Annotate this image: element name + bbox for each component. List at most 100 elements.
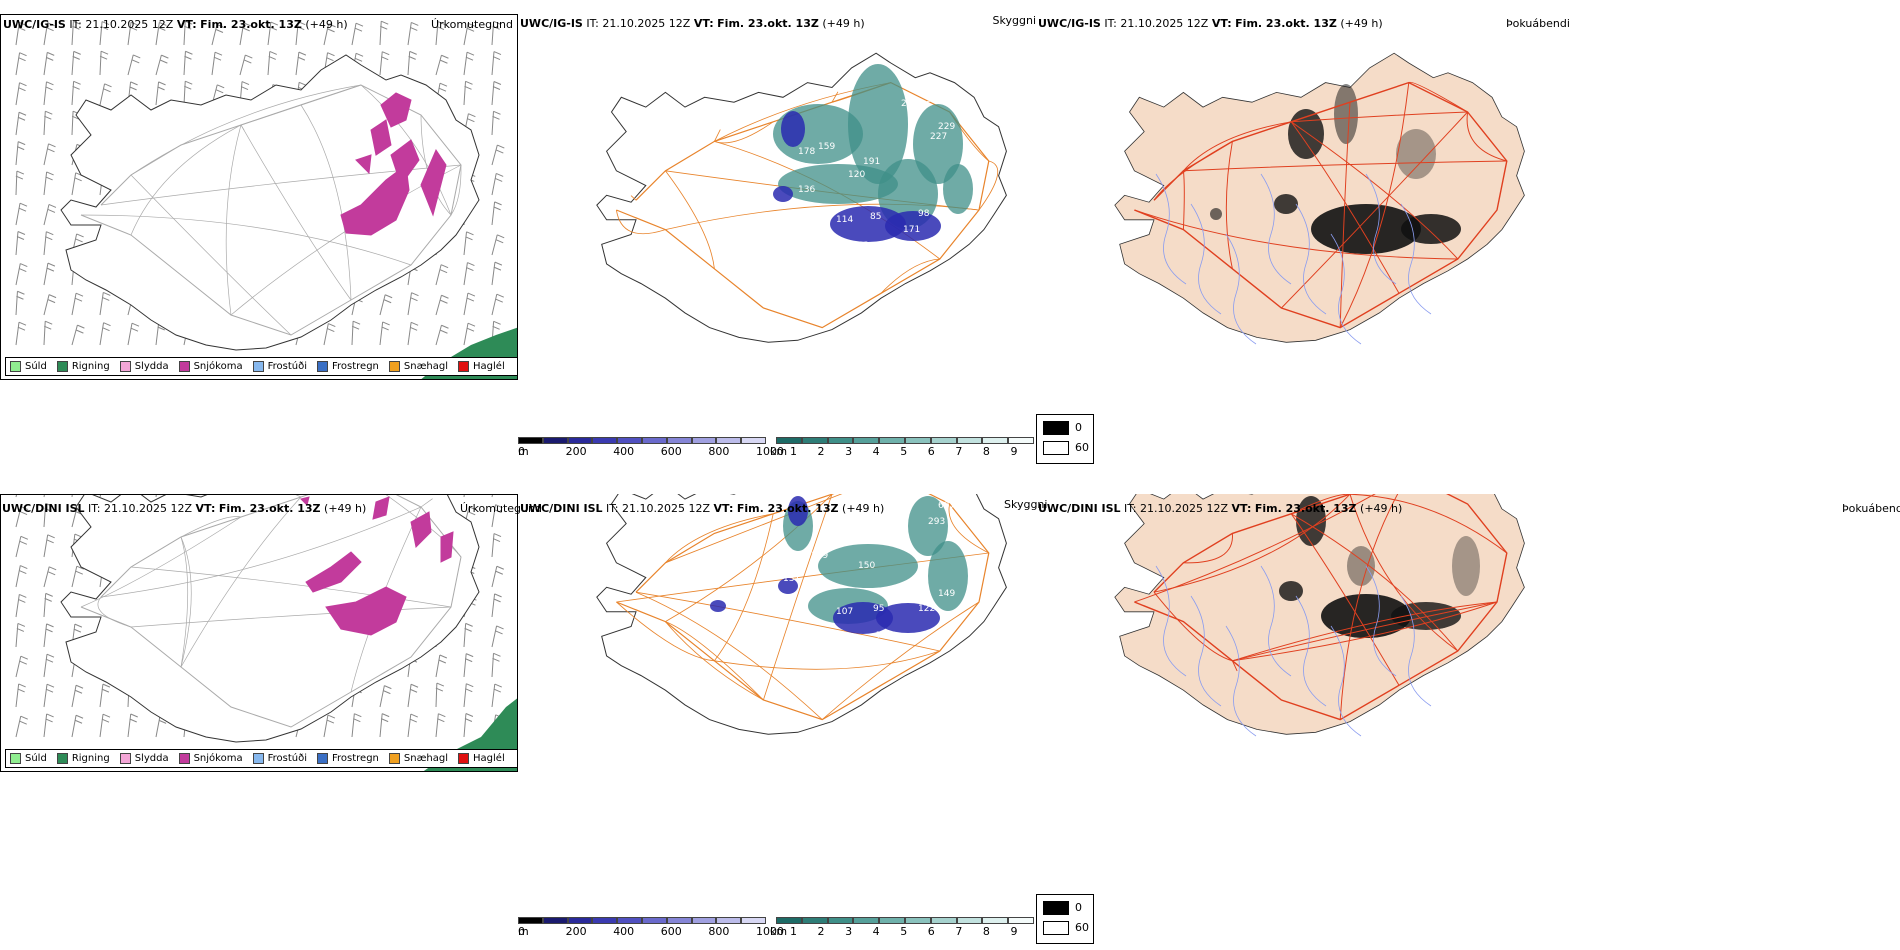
wind-barb	[239, 22, 251, 46]
snow-cell	[380, 92, 412, 128]
wind-barb	[155, 22, 167, 46]
panel-title: UWC/DINI ISL IT: 21.10.2025 12Z VT: Fim.…	[1038, 502, 1403, 515]
ring-road	[1134, 81, 1508, 329]
panel-title: UWC/IG-IS IT: 21.10.2025 12Z VT: Fim. 23…	[3, 18, 348, 31]
colorbar-tick-label: 0	[518, 925, 525, 938]
ceiling-value-label: 150	[858, 561, 875, 571]
colorbar-tick-label: 2	[817, 925, 825, 938]
ceiling-blob	[781, 111, 805, 147]
colorbar-segment	[879, 917, 905, 924]
precip-map-row0	[15, 20, 517, 379]
precip-panel-row1: Súld Rigning Slydda Snjókoma Frostúði Frostre…	[0, 494, 518, 772]
colorbar-segment	[905, 917, 931, 924]
legend-swatch	[317, 753, 328, 764]
wind-barb	[435, 682, 445, 708]
legend-label: Haglél	[473, 753, 505, 764]
road	[1349, 494, 1508, 554]
colorbar-segment	[776, 917, 802, 924]
wind-barb	[127, 713, 138, 738]
legend-swatch	[178, 753, 190, 764]
snow-cell	[305, 551, 362, 593]
wind-barb	[43, 203, 57, 226]
wind-barb	[15, 141, 26, 166]
colorbar-tick-label: 6	[927, 925, 935, 938]
wind-barb	[127, 21, 139, 46]
snow-cell	[420, 148, 447, 217]
fog-map-row0	[1114, 52, 1525, 345]
legend-item: Frostúði	[252, 753, 307, 764]
ceiling-value-label: 171	[903, 225, 920, 235]
visibility-colorbar-row1: km12345678910	[770, 917, 1052, 939]
colorbar-segment	[617, 437, 642, 444]
legend-item: Slydda	[119, 753, 169, 764]
precip-variable-title: Úrkomutegund	[431, 18, 513, 31]
wind-barb	[99, 21, 110, 46]
wind-barb	[491, 172, 504, 196]
road	[130, 84, 362, 176]
ring-road	[616, 494, 990, 721]
wind-barb	[463, 22, 476, 46]
wind-barb	[379, 685, 392, 708]
wind-barb	[295, 51, 307, 76]
wind-barb	[491, 81, 502, 106]
road	[1183, 160, 1507, 172]
colorbar-tick-label: 800	[708, 925, 730, 938]
ceiling-value-label: 293	[928, 517, 945, 527]
wind-barb	[43, 653, 55, 678]
snow-cell	[340, 164, 410, 236]
wind-barb	[183, 50, 193, 76]
colorbar-tick-label: 8	[982, 925, 990, 938]
wind-barb	[71, 324, 85, 346]
wind-barb	[491, 20, 501, 46]
wind-barb	[15, 111, 27, 136]
legend-label: Frostregn	[332, 361, 379, 372]
wind-barb	[15, 263, 28, 286]
road	[1153, 591, 1233, 662]
wind-barb	[379, 294, 393, 316]
colorbar-tick-label: 4	[872, 925, 880, 938]
visibility-blob	[908, 496, 948, 556]
legend-item: Haglél	[458, 753, 505, 764]
wind-barb	[211, 24, 225, 46]
wind-barb	[71, 495, 73, 498]
legend-item: Rigning	[56, 753, 110, 764]
colorbar-segment	[716, 437, 742, 444]
ceiling-blob	[833, 602, 893, 634]
legend-item: Frostregn	[317, 361, 379, 372]
wind-barb	[183, 80, 193, 106]
colorbar-tick-label: 9	[1010, 445, 1018, 458]
wind-barb	[43, 683, 55, 708]
colorbar-segment	[617, 917, 642, 924]
wind-barb	[15, 21, 27, 46]
river	[1190, 595, 1222, 707]
wind-barb	[379, 20, 389, 46]
colorbar-segment	[801, 917, 828, 924]
road	[1408, 81, 1468, 113]
fog-blob	[1311, 204, 1421, 254]
wind-barb	[99, 50, 109, 76]
road	[665, 494, 833, 622]
colorbar-segment	[642, 437, 667, 444]
wind-barb	[15, 655, 28, 678]
colorbar-segment	[518, 437, 543, 444]
ceiling-blob	[788, 496, 808, 526]
road	[1231, 660, 1238, 672]
legend-label: Rigning	[71, 361, 110, 372]
wind-barb	[43, 22, 55, 46]
rivers	[1155, 565, 1432, 737]
legend-swatch	[178, 361, 190, 372]
wind-barb	[491, 593, 502, 618]
colorbar-segment	[853, 437, 880, 444]
fog-blob	[1401, 214, 1461, 244]
road	[665, 513, 774, 564]
colorbar-segment	[567, 437, 593, 444]
road	[880, 258, 940, 294]
wind-barb	[267, 21, 279, 46]
legend-swatch	[119, 753, 131, 764]
colorbar-tick-label: 1000	[756, 925, 784, 938]
fog-legend-swatch	[1043, 421, 1069, 435]
wind-barb	[323, 23, 336, 46]
wind-barb	[491, 51, 502, 76]
fog-legend-value: 0	[1075, 421, 1082, 434]
